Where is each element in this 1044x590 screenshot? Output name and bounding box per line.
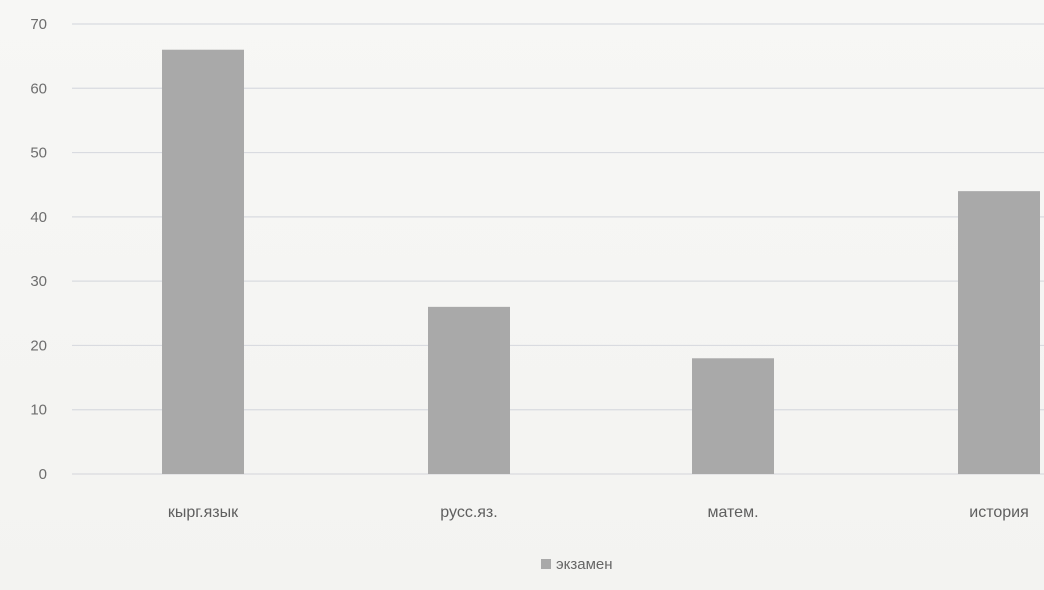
bar xyxy=(692,358,774,474)
y-tick-label: 20 xyxy=(30,337,47,354)
y-tick-label: 0 xyxy=(39,466,47,483)
bar xyxy=(958,191,1040,474)
y-tick-label: 10 xyxy=(30,402,47,419)
y-axis-ticks: 0 10 20 30 40 50 60 70 xyxy=(30,16,47,483)
x-category-label: кырг.язык xyxy=(168,504,239,521)
legend-swatch xyxy=(541,559,551,569)
x-category-label: матем. xyxy=(707,504,758,521)
legend: экзамен xyxy=(541,556,613,573)
y-tick-label: 60 xyxy=(30,80,47,97)
bar xyxy=(162,49,244,474)
y-tick-label: 70 xyxy=(30,16,47,33)
x-category-label: история xyxy=(969,504,1028,521)
y-tick-label: 30 xyxy=(30,273,47,290)
y-tick-label: 40 xyxy=(30,209,47,226)
x-category-label: русс.яз. xyxy=(440,504,497,521)
legend-label: экзамен xyxy=(556,556,613,573)
y-tick-label: 50 xyxy=(30,145,47,162)
bars xyxy=(162,49,1040,474)
bar xyxy=(428,306,510,474)
x-axis-labels: кырг.язык русс.яз. матем. история xyxy=(168,504,1029,521)
